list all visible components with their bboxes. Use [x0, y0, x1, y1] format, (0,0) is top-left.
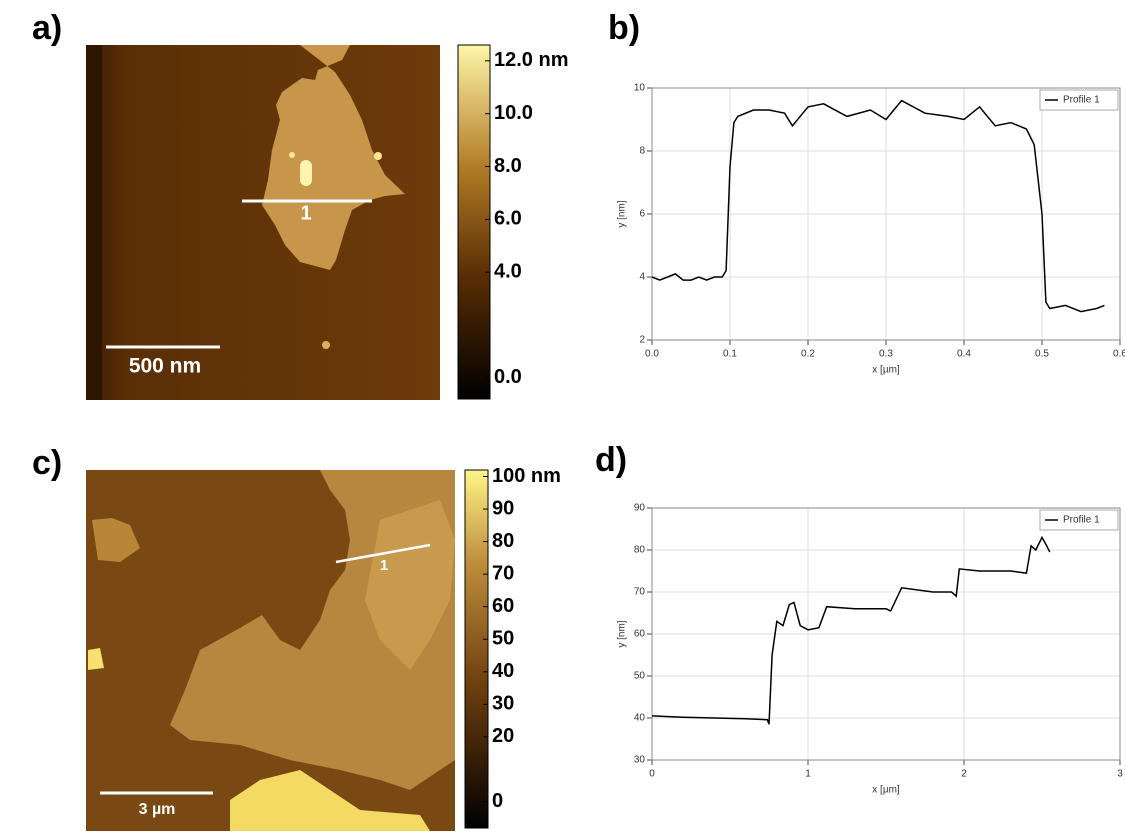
colorbar-tick-label: 6.0 — [494, 208, 522, 230]
x-tick-label: 0.0 — [645, 349, 659, 360]
x-axis-label: x [µm] — [872, 785, 900, 796]
colorbar-tick-label: 50 — [492, 628, 514, 650]
y-tick-label: 70 — [634, 587, 646, 598]
colorbar-tick-label: 40 — [492, 660, 514, 682]
legend-box — [1039, 89, 1119, 111]
x-tick-label: 0.4 — [957, 349, 971, 360]
x-tick-label: 0.5 — [1035, 349, 1049, 360]
x-tick-label: 0.1 — [723, 349, 737, 360]
x-axis-label: x [µm] — [872, 365, 900, 376]
legend-label: Profile 1 — [1063, 515, 1100, 526]
colorbar-tick-label: 12.0 nm — [494, 49, 568, 71]
y-tick-label: 4 — [639, 272, 645, 283]
x-tick-label: 1 — [805, 769, 811, 780]
afm-image-a — [86, 45, 440, 400]
profile-line — [651, 535, 1051, 725]
panel-label: b) — [608, 9, 640, 47]
y-tick-label: 2 — [639, 335, 645, 346]
plot-frame — [651, 507, 1121, 761]
y-tick-label: 90 — [634, 503, 646, 514]
colorbar — [464, 469, 489, 829]
plot-frame — [651, 87, 1121, 341]
colorbar-tick-label: 90 — [492, 497, 514, 519]
x-tick-label: 0.2 — [801, 349, 815, 360]
panel-label: c) — [32, 444, 62, 482]
y-tick-label: 10 — [634, 83, 646, 94]
x-tick-label: 0.3 — [879, 349, 893, 360]
colorbar-tick-label: 0 — [492, 790, 503, 812]
legend-box — [1039, 509, 1119, 531]
y-tick-label: 8 — [639, 146, 645, 157]
colorbar-tick-label: 4.0 — [494, 260, 522, 282]
panel-label: a) — [32, 9, 62, 47]
colorbar — [457, 44, 491, 400]
x-tick-label: 3 — [1117, 769, 1123, 780]
y-axis-label: y [nm] — [617, 200, 628, 227]
y-tick-label: 6 — [639, 209, 645, 220]
profile-line — [651, 99, 1105, 313]
afm-image-c — [86, 470, 455, 831]
y-tick-label: 40 — [634, 713, 646, 724]
profile-line-label: 1 — [300, 202, 311, 224]
panel-label: d) — [595, 441, 627, 479]
colorbar-tick-label: 80 — [492, 530, 514, 552]
colorbar-tick-label: 30 — [492, 693, 514, 715]
colorbar-tick-label: 8.0 — [494, 155, 522, 177]
y-axis-label: y [nm] — [617, 620, 628, 647]
scale-bar-label: 3 µm — [139, 801, 176, 818]
scale-bar-label: 500 nm — [129, 355, 201, 378]
colorbar-tick-label: 10.0 — [494, 102, 533, 124]
colorbar-tick-label: 60 — [492, 595, 514, 617]
y-tick-label: 60 — [634, 629, 646, 640]
colorbar-tick-label: 100 nm — [492, 465, 561, 487]
colorbar-tick-label: 70 — [492, 562, 514, 584]
x-tick-label: 2 — [961, 769, 967, 780]
colorbar-tick-label: 0.0 — [494, 366, 522, 388]
x-tick-label: 0 — [649, 769, 655, 780]
colorbar-tick-label: 20 — [492, 725, 514, 747]
legend-label: Profile 1 — [1063, 95, 1100, 106]
y-tick-label: 30 — [634, 755, 646, 766]
x-tick-label: 0.6 — [1113, 349, 1125, 360]
profile-line-label: 1 — [380, 557, 388, 574]
y-tick-label: 50 — [634, 671, 646, 682]
y-tick-label: 80 — [634, 545, 646, 556]
